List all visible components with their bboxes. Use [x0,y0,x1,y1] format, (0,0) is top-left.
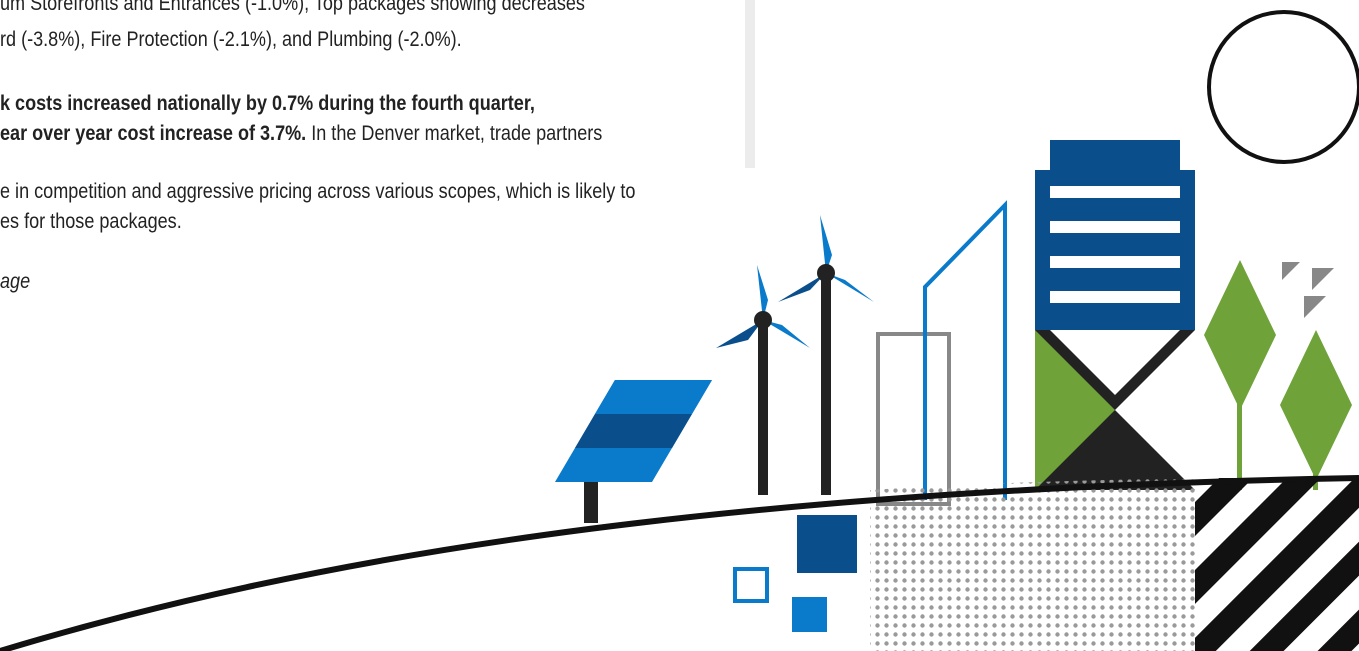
text-line: rd (-3.8%), Fire Protection (-2.1%), and… [0,28,462,51]
text-line: es for those packages. [0,210,182,233]
caption: age [0,270,31,293]
bold-text: k costs increased nationally by 0.7% dur… [0,92,535,115]
text-line: ear over year cost increase of 3.7%. In … [0,122,602,146]
text-line: um Storefronts and Entrances (-1.0%), To… [0,0,585,15]
bold-text: ear over year cost increase of 3.7%. [0,122,307,145]
text: In the Denver market, trade partners [306,122,603,145]
text-line: e in competition and aggressive pricing … [0,180,636,203]
divider [745,0,755,168]
